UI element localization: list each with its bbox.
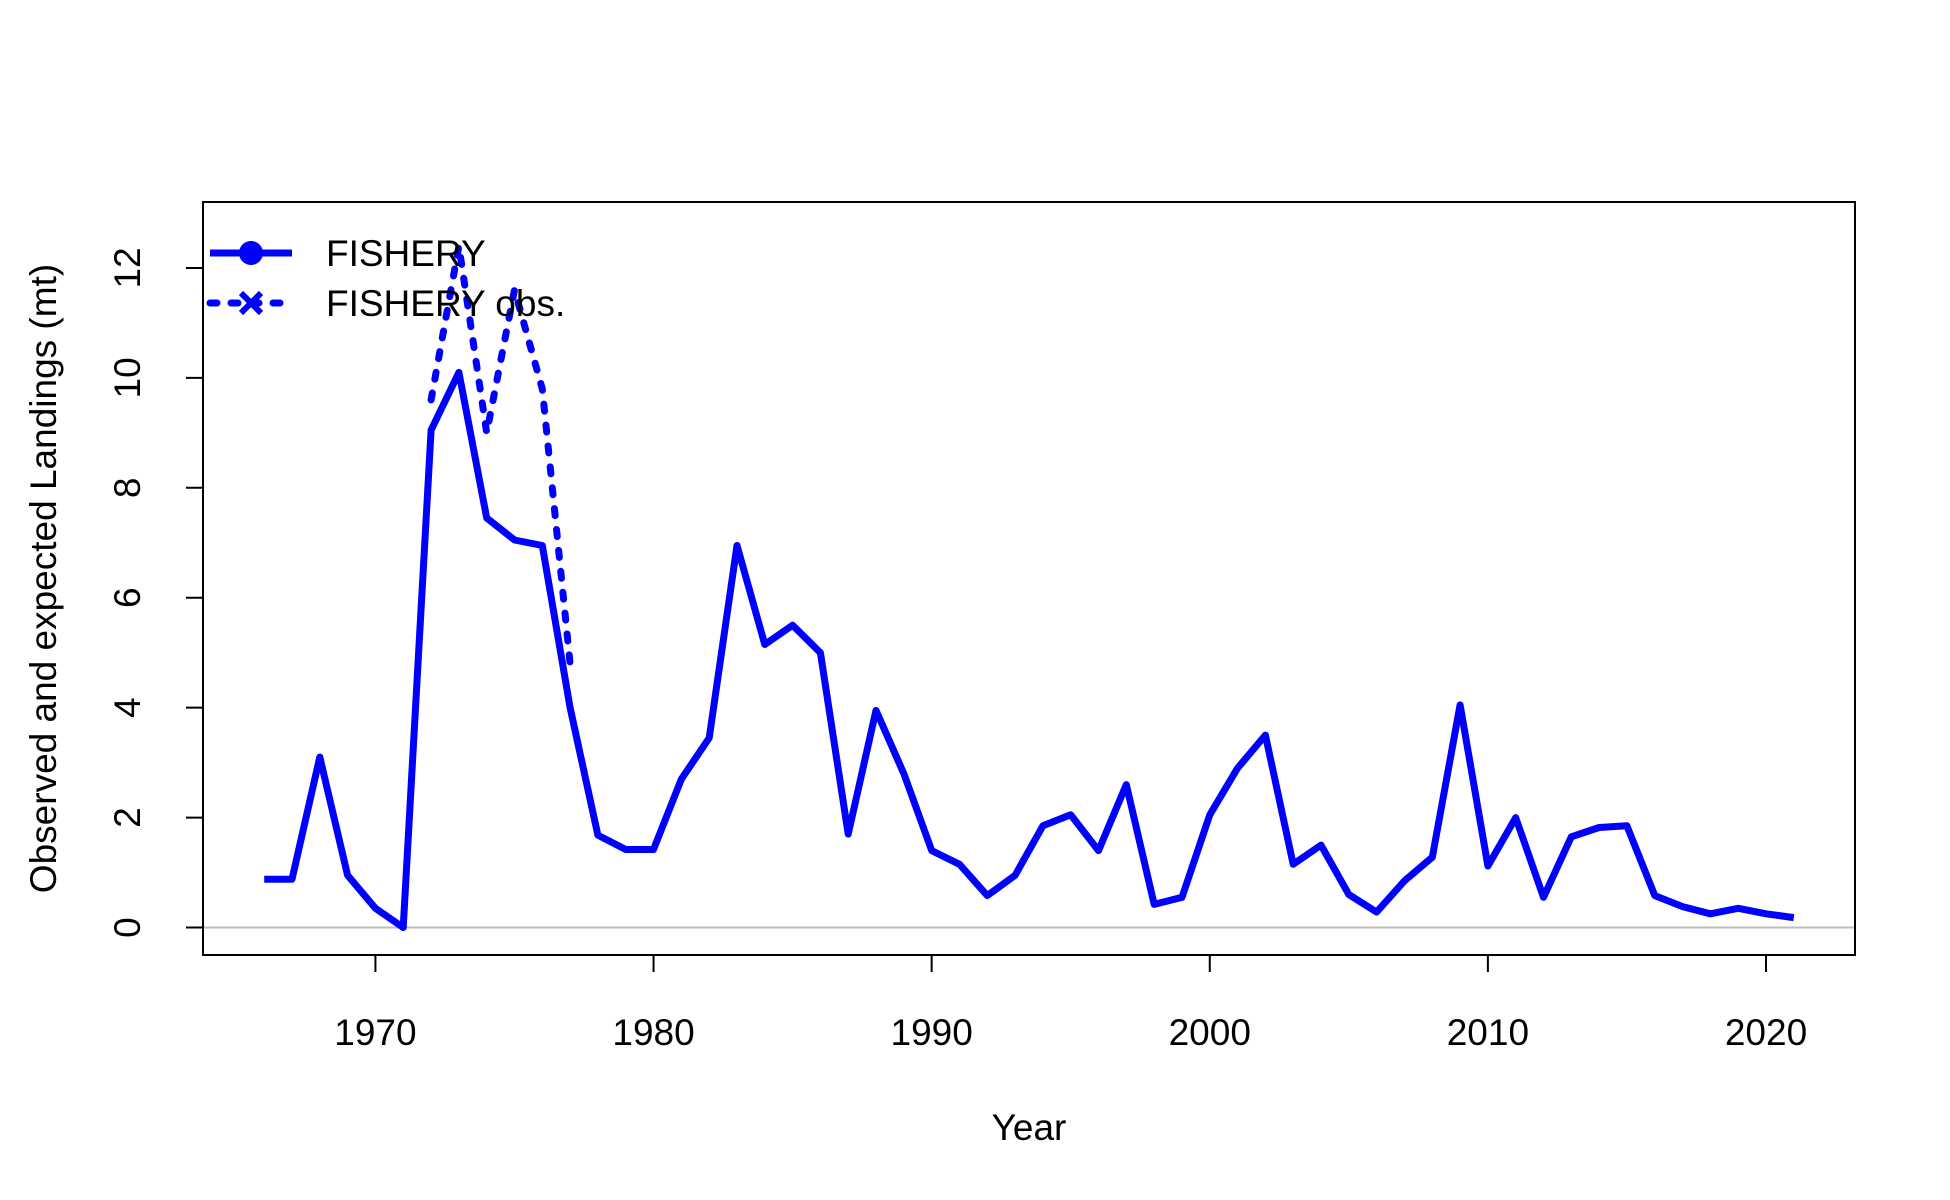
x-tick-label: 1980 bbox=[612, 1012, 694, 1053]
y-tick-label: 0 bbox=[107, 917, 148, 938]
data-point bbox=[1097, 849, 1101, 853]
series-line bbox=[427, 242, 574, 668]
x-axis: 1970 1980 1990 2000 2010 2020 bbox=[334, 954, 1807, 1053]
data-point bbox=[1653, 894, 1657, 898]
data-point bbox=[373, 906, 377, 910]
x-tick-label: 2000 bbox=[1169, 1012, 1251, 1053]
y-tick-label: 10 bbox=[107, 357, 148, 398]
data-point bbox=[846, 832, 850, 836]
data-point bbox=[457, 370, 461, 374]
data-point bbox=[1792, 916, 1796, 920]
legend-item: FISHERY obs. bbox=[206, 283, 565, 324]
legend-label: FISHERY obs. bbox=[326, 283, 565, 324]
data-point bbox=[1625, 824, 1629, 828]
data-point bbox=[1542, 895, 1546, 899]
data-point bbox=[540, 387, 544, 391]
data-point bbox=[930, 849, 934, 853]
data-point bbox=[735, 544, 739, 548]
data-point bbox=[624, 847, 628, 851]
data-point bbox=[1375, 910, 1379, 914]
y-axis: 0 2 4 6 8 10 12 bbox=[107, 247, 203, 938]
data-point bbox=[985, 894, 989, 898]
data-point bbox=[1486, 864, 1490, 868]
data-point bbox=[1430, 855, 1434, 859]
x-axis-label: Year bbox=[992, 1107, 1067, 1148]
data-point bbox=[485, 431, 489, 435]
data-point bbox=[1514, 816, 1518, 820]
data-point bbox=[1402, 879, 1406, 883]
data-point bbox=[568, 662, 572, 666]
data-point bbox=[1291, 862, 1295, 866]
y-tick-label: 2 bbox=[107, 807, 148, 828]
data-point bbox=[1347, 893, 1351, 897]
data-point bbox=[429, 428, 433, 432]
data-point bbox=[568, 706, 572, 710]
data-point bbox=[818, 651, 822, 655]
data-point bbox=[1069, 813, 1073, 817]
legend: FISHERY FISHERY obs. bbox=[206, 233, 565, 324]
series-1 bbox=[262, 368, 1796, 931]
data-point bbox=[1152, 902, 1156, 906]
data-point bbox=[429, 398, 433, 402]
data-point bbox=[1041, 824, 1045, 828]
y-axis-label: Observed and expected Landings (mt) bbox=[23, 264, 64, 893]
series-layer bbox=[262, 242, 1796, 931]
data-point bbox=[1681, 905, 1685, 909]
data-point bbox=[1569, 835, 1573, 839]
x-tick-label: 1970 bbox=[334, 1012, 416, 1053]
legend-marker bbox=[239, 241, 263, 265]
data-point bbox=[1263, 733, 1267, 737]
data-point bbox=[485, 516, 489, 520]
data-point bbox=[1597, 825, 1601, 829]
legend-item: FISHERY bbox=[210, 233, 486, 274]
x-tick-label: 2020 bbox=[1725, 1012, 1807, 1053]
series-line bbox=[264, 368, 1795, 931]
data-point bbox=[512, 538, 516, 542]
data-point bbox=[902, 772, 906, 776]
legend-marker bbox=[238, 290, 264, 316]
data-point bbox=[596, 833, 600, 837]
data-point bbox=[1013, 873, 1017, 877]
series-2 bbox=[427, 242, 574, 668]
y-tick-label: 4 bbox=[107, 697, 148, 718]
data-point bbox=[1458, 703, 1462, 707]
data-point bbox=[290, 877, 294, 881]
data-point bbox=[1124, 783, 1128, 787]
data-point bbox=[707, 736, 711, 740]
data-point bbox=[679, 777, 683, 781]
data-point bbox=[318, 755, 322, 759]
y-tick-label: 12 bbox=[107, 247, 148, 288]
data-point bbox=[1736, 906, 1740, 910]
data-point bbox=[1236, 766, 1240, 770]
data-point bbox=[1319, 843, 1323, 847]
y-tick-label: 8 bbox=[107, 478, 148, 499]
x-tick-label: 1990 bbox=[891, 1012, 973, 1053]
data-point bbox=[1180, 895, 1184, 899]
data-point bbox=[1208, 813, 1212, 817]
data-point bbox=[874, 708, 878, 712]
data-point bbox=[262, 877, 266, 881]
data-point bbox=[401, 926, 405, 930]
data-point bbox=[346, 873, 350, 877]
data-point bbox=[1764, 912, 1768, 916]
data-point bbox=[540, 544, 544, 548]
y-tick-label: 6 bbox=[107, 587, 148, 608]
data-point bbox=[652, 847, 656, 851]
data-point bbox=[763, 642, 767, 646]
legend-label: FISHERY bbox=[326, 233, 486, 274]
data-point bbox=[957, 862, 961, 866]
data-point bbox=[1708, 912, 1712, 916]
data-point bbox=[791, 623, 795, 627]
x-tick-label: 2010 bbox=[1447, 1012, 1529, 1053]
